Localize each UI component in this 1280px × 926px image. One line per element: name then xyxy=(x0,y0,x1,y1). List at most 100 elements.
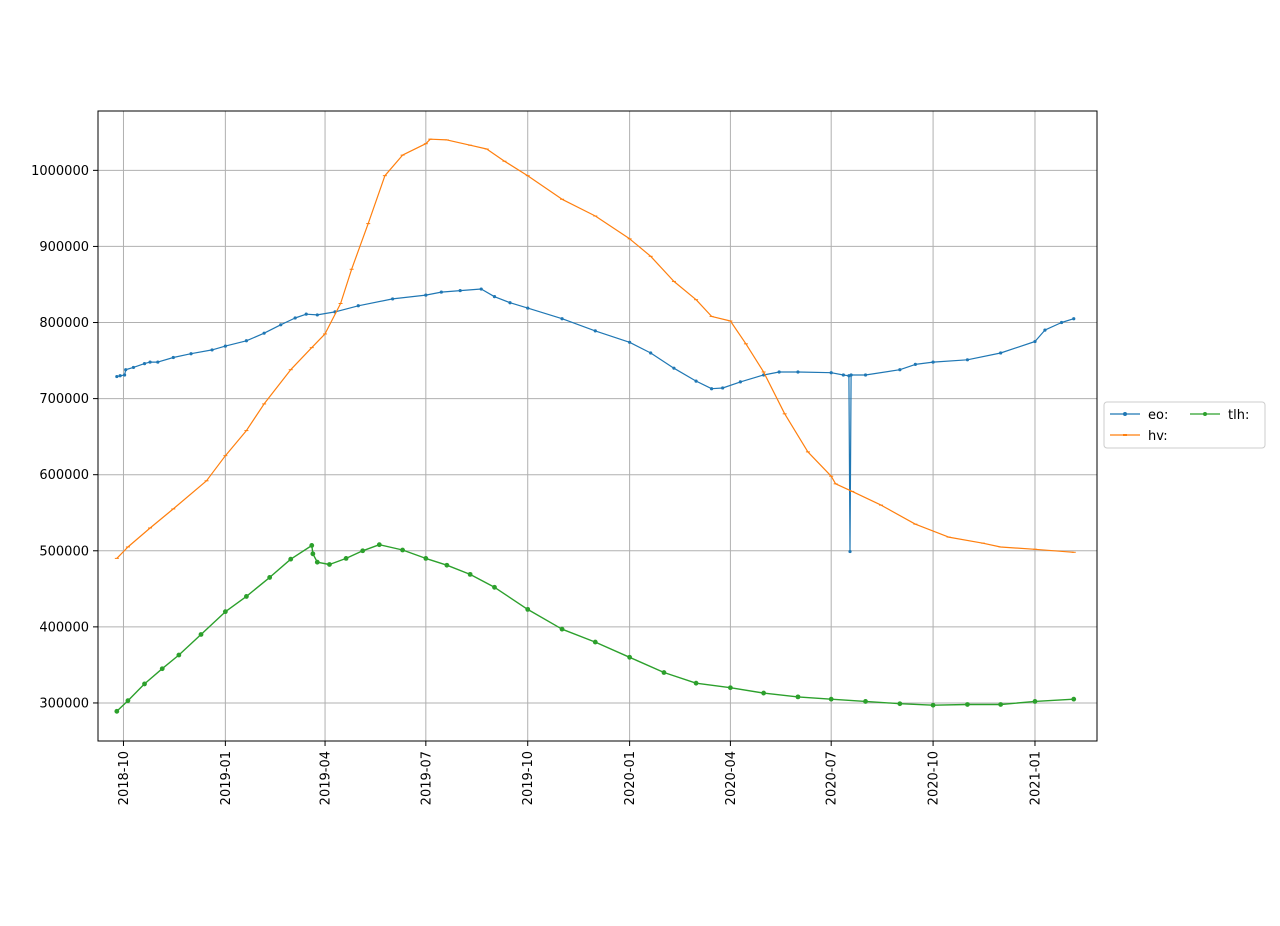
data-point xyxy=(327,562,332,567)
data-point xyxy=(897,701,903,707)
data-point xyxy=(189,352,193,356)
data-point xyxy=(492,295,497,299)
data-point xyxy=(244,339,249,343)
data-point xyxy=(315,313,319,317)
data-point xyxy=(672,366,676,370)
legend-entry-2: tlh: xyxy=(1190,408,1249,423)
x-tick-label: 2020-07 xyxy=(825,751,840,805)
data-point xyxy=(210,348,214,352)
data-point xyxy=(131,365,136,370)
data-point xyxy=(223,344,227,348)
data-point xyxy=(649,351,653,355)
x-tick-label: 2020-01 xyxy=(623,751,638,805)
data-point xyxy=(848,549,852,554)
series-1 xyxy=(114,138,1076,559)
data-point xyxy=(122,373,127,377)
data-point xyxy=(761,690,767,696)
data-point xyxy=(841,373,845,377)
x-tick-label: 2019-07 xyxy=(419,751,434,805)
data-point xyxy=(829,371,833,375)
data-point xyxy=(262,331,266,335)
x-tick-label: 2019-01 xyxy=(219,751,234,805)
legend-marker xyxy=(1123,412,1127,416)
grid xyxy=(98,111,1097,741)
data-point xyxy=(343,555,349,561)
data-point xyxy=(1043,328,1047,332)
legend-box xyxy=(1103,401,1266,449)
data-point xyxy=(304,312,308,316)
data-point xyxy=(777,370,781,374)
data-point xyxy=(592,639,598,645)
series-2 xyxy=(114,542,1077,714)
data-point xyxy=(222,609,228,615)
data-point xyxy=(526,306,530,310)
legend: eo: hv: tlh: xyxy=(1103,401,1266,449)
data-point xyxy=(159,666,165,672)
data-point xyxy=(693,680,699,686)
legend-label: eo: xyxy=(1148,408,1168,423)
x-tick-label: 2019-04 xyxy=(319,751,334,805)
data-point xyxy=(694,379,698,383)
legend-label: hv: xyxy=(1148,429,1168,444)
data-point xyxy=(314,559,320,565)
data-point xyxy=(424,293,428,297)
data-point xyxy=(356,304,360,308)
y-tick-label: 300000 xyxy=(39,696,89,711)
data-point xyxy=(728,685,733,691)
data-point xyxy=(508,301,512,305)
data-point xyxy=(171,355,175,360)
data-point xyxy=(1071,696,1077,702)
data-point xyxy=(198,632,204,637)
data-point xyxy=(627,654,633,660)
data-point xyxy=(267,575,273,580)
data-point xyxy=(118,374,122,378)
data-point xyxy=(124,368,128,372)
x-tick-label: 2018-10 xyxy=(117,751,132,805)
data-point xyxy=(628,340,632,344)
legend-marker xyxy=(1203,412,1207,416)
data-point xyxy=(148,360,152,364)
data-point xyxy=(176,652,182,658)
data-point xyxy=(931,360,935,364)
data-point xyxy=(863,699,868,704)
plot-frame xyxy=(97,110,1098,742)
data-point xyxy=(142,362,147,366)
legend-label: tlh: xyxy=(1228,408,1249,423)
legend-entry-0: eo: xyxy=(1110,408,1168,423)
data-point xyxy=(593,329,597,333)
x-tick-label: 2019-10 xyxy=(521,751,536,805)
data-point xyxy=(288,556,294,562)
data-point xyxy=(559,626,565,632)
data-point xyxy=(999,351,1003,355)
data-point xyxy=(849,373,853,377)
x-axis: 2018-10 2019-01 2019-04 2019-07 2019-10 2020-… xyxy=(117,741,1043,805)
y-tick-label: 800000 xyxy=(39,316,89,331)
x-tick-label: 2020-04 xyxy=(724,751,739,805)
y-tick-label: 500000 xyxy=(39,544,89,559)
data-point xyxy=(965,702,970,707)
data-point xyxy=(244,594,249,599)
legend-entry-1: hv: xyxy=(1110,429,1168,444)
data-point xyxy=(930,702,936,708)
y-tick-label: 600000 xyxy=(39,468,89,483)
data-point xyxy=(444,562,450,568)
data-point xyxy=(709,387,714,391)
data-point xyxy=(467,571,473,577)
data-point xyxy=(400,547,405,553)
data-point xyxy=(1059,320,1064,325)
data-point xyxy=(423,555,429,561)
data-point xyxy=(360,548,366,554)
data-point xyxy=(721,386,725,390)
data-point xyxy=(279,323,283,327)
data-point xyxy=(156,360,160,364)
data-point xyxy=(310,551,316,557)
data-point xyxy=(115,374,119,379)
data-point xyxy=(142,681,147,687)
data-point xyxy=(796,370,800,374)
data-point xyxy=(458,288,462,293)
x-tick-label: 2021-01 xyxy=(1028,751,1043,805)
data-point xyxy=(479,287,483,291)
data-point xyxy=(795,694,801,700)
